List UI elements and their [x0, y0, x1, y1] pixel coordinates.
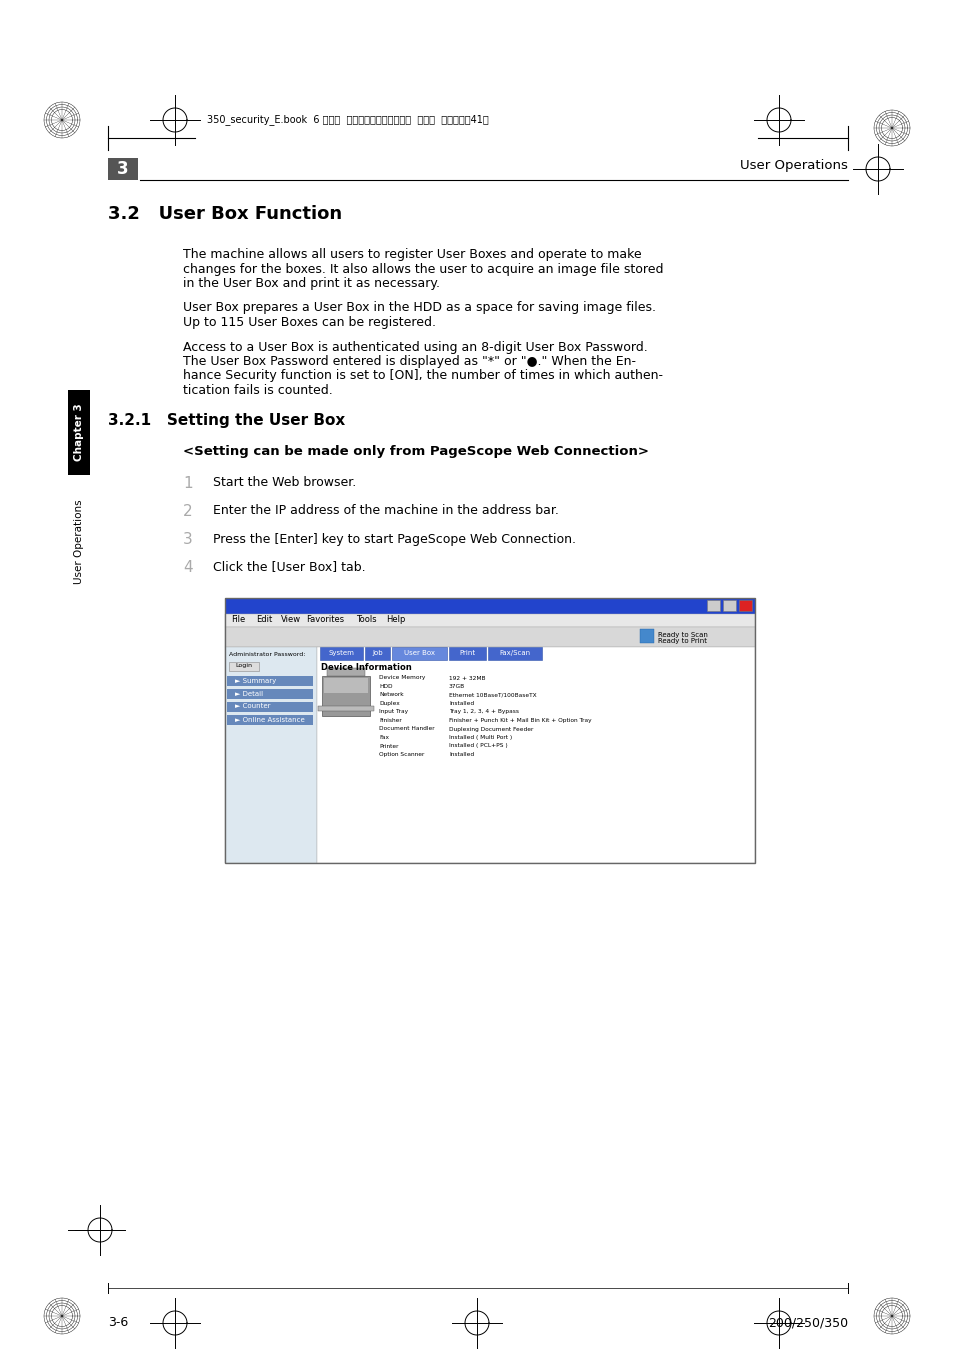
- Bar: [487, 647, 541, 660]
- Text: in the User Box and print it as necessary.: in the User Box and print it as necessar…: [183, 277, 439, 290]
- Bar: [319, 647, 362, 660]
- Text: ► Online Assistance: ► Online Assistance: [234, 717, 304, 722]
- Bar: [227, 714, 313, 725]
- Text: Chapter 3: Chapter 3: [74, 404, 84, 462]
- Bar: [324, 678, 368, 693]
- Text: User Box prepares a User Box in the HDD as a space for saving image files.: User Box prepares a User Box in the HDD …: [183, 301, 656, 315]
- Bar: [225, 647, 754, 863]
- Text: Duplexing Document Feeder: Duplexing Document Feeder: [449, 726, 533, 732]
- Text: Tray 1, 2, 3, 4 + Bypass: Tray 1, 2, 3, 4 + Bypass: [449, 710, 518, 714]
- Text: Network: Network: [378, 693, 403, 698]
- Text: Start the Web browser.: Start the Web browser.: [213, 477, 355, 490]
- Text: Job: Job: [372, 649, 382, 656]
- Text: File: File: [231, 616, 245, 625]
- Bar: [225, 647, 316, 863]
- Text: Click the [User Box] tab.: Click the [User Box] tab.: [213, 560, 365, 574]
- Text: Ready to Print: Ready to Print: [658, 639, 706, 644]
- Text: Enter the IP address of the machine in the address bar.: Enter the IP address of the machine in t…: [213, 505, 558, 517]
- Text: 1: 1: [183, 475, 193, 490]
- Bar: [225, 613, 754, 626]
- Text: 350_security_E.book  6 ページ  ２００６年１１月２０日  月曜日  午前１０時41分: 350_security_E.book 6 ページ ２００６年１１月２０日 月曜…: [207, 115, 488, 126]
- Bar: [316, 647, 754, 863]
- Text: 4: 4: [183, 559, 193, 575]
- Text: 200/250/350: 200/250/350: [767, 1316, 847, 1330]
- Bar: [706, 599, 720, 610]
- Text: ► Counter: ► Counter: [234, 703, 271, 710]
- Text: 3: 3: [117, 161, 129, 178]
- Text: Device Memory: Device Memory: [378, 675, 425, 680]
- Text: 3.2.1   Setting the User Box: 3.2.1 Setting the User Box: [108, 413, 345, 428]
- Bar: [364, 647, 390, 660]
- Bar: [392, 647, 446, 660]
- Text: View: View: [281, 616, 301, 625]
- Bar: [225, 598, 754, 613]
- Text: <Setting can be made only from PageScope Web Connection>: <Setting can be made only from PageScope…: [183, 446, 648, 459]
- Bar: [317, 706, 374, 710]
- Text: Favorites: Favorites: [306, 616, 344, 625]
- Bar: [322, 675, 370, 716]
- Text: Printer: Printer: [378, 744, 398, 748]
- Text: Option Scanner: Option Scanner: [378, 752, 424, 757]
- Text: 3.2   User Box Function: 3.2 User Box Function: [108, 205, 342, 223]
- Text: Installed ( PCL+PS ): Installed ( PCL+PS ): [449, 744, 507, 748]
- Bar: [229, 662, 258, 671]
- Bar: [448, 647, 485, 660]
- Text: Administrator Password:: Administrator Password:: [229, 652, 305, 657]
- Text: Document Handler: Document Handler: [378, 726, 435, 732]
- Bar: [108, 158, 138, 180]
- Text: The User Box Password entered is displayed as "*" or "●." When the En-: The User Box Password entered is display…: [183, 355, 636, 369]
- Text: 3: 3: [183, 532, 193, 547]
- Text: 37GB: 37GB: [449, 684, 465, 688]
- Text: Press the [Enter] key to start PageScope Web Connection.: Press the [Enter] key to start PageScope…: [213, 532, 576, 545]
- Text: System: System: [328, 649, 354, 656]
- Text: Up to 115 User Boxes can be registered.: Up to 115 User Boxes can be registered.: [183, 316, 436, 329]
- Text: Installed: Installed: [449, 752, 474, 757]
- Text: Installed: Installed: [449, 701, 474, 706]
- Bar: [225, 598, 754, 863]
- Text: HDD: HDD: [378, 684, 392, 688]
- Text: 192 + 32MB: 192 + 32MB: [449, 675, 485, 680]
- Text: 2: 2: [183, 504, 193, 518]
- Bar: [227, 702, 313, 711]
- Bar: [227, 675, 313, 686]
- Text: hance Security function is set to [ON], the number of times in which authen-: hance Security function is set to [ON], …: [183, 370, 662, 382]
- Text: tication fails is counted.: tication fails is counted.: [183, 383, 333, 397]
- Text: Access to a User Box is authenticated using an 8-digit User Box Password.: Access to a User Box is authenticated us…: [183, 340, 647, 354]
- Text: Print: Print: [458, 649, 475, 656]
- Text: Tools: Tools: [355, 616, 376, 625]
- Text: The machine allows all users to register User Boxes and operate to make: The machine allows all users to register…: [183, 248, 641, 261]
- Text: Duplex: Duplex: [378, 701, 399, 706]
- Text: ► Summary: ► Summary: [234, 678, 276, 683]
- Text: Login: Login: [235, 663, 253, 668]
- Text: Ready to Scan: Ready to Scan: [658, 632, 707, 637]
- Text: changes for the boxes. It also allows the user to acquire an image file stored: changes for the boxes. It also allows th…: [183, 262, 662, 275]
- Text: 3-6: 3-6: [108, 1316, 128, 1330]
- Text: User Box: User Box: [403, 649, 435, 656]
- Text: Installed ( Multi Port ): Installed ( Multi Port ): [449, 734, 512, 740]
- Text: Ethernet 10BaseT/100BaseTX: Ethernet 10BaseT/100BaseTX: [449, 693, 536, 698]
- Bar: [227, 688, 313, 698]
- Bar: [722, 599, 735, 610]
- Text: Finisher + Punch Kit + Mail Bin Kit + Option Tray: Finisher + Punch Kit + Mail Bin Kit + Op…: [449, 718, 591, 724]
- Text: User Operations: User Operations: [74, 500, 84, 583]
- Text: Edit: Edit: [256, 616, 273, 625]
- Bar: [739, 599, 751, 610]
- Text: Fax: Fax: [378, 734, 389, 740]
- Text: Help: Help: [385, 616, 405, 625]
- Text: ► Detail: ► Detail: [234, 690, 263, 697]
- Text: Fax/Scan: Fax/Scan: [498, 649, 530, 656]
- Text: Input Tray: Input Tray: [378, 710, 408, 714]
- Bar: [68, 390, 90, 475]
- Bar: [327, 667, 365, 675]
- Bar: [639, 629, 654, 643]
- Text: User Operations: User Operations: [740, 159, 847, 173]
- Text: Device Information: Device Information: [320, 663, 412, 671]
- Bar: [225, 626, 754, 647]
- Text: Finisher: Finisher: [378, 718, 401, 724]
